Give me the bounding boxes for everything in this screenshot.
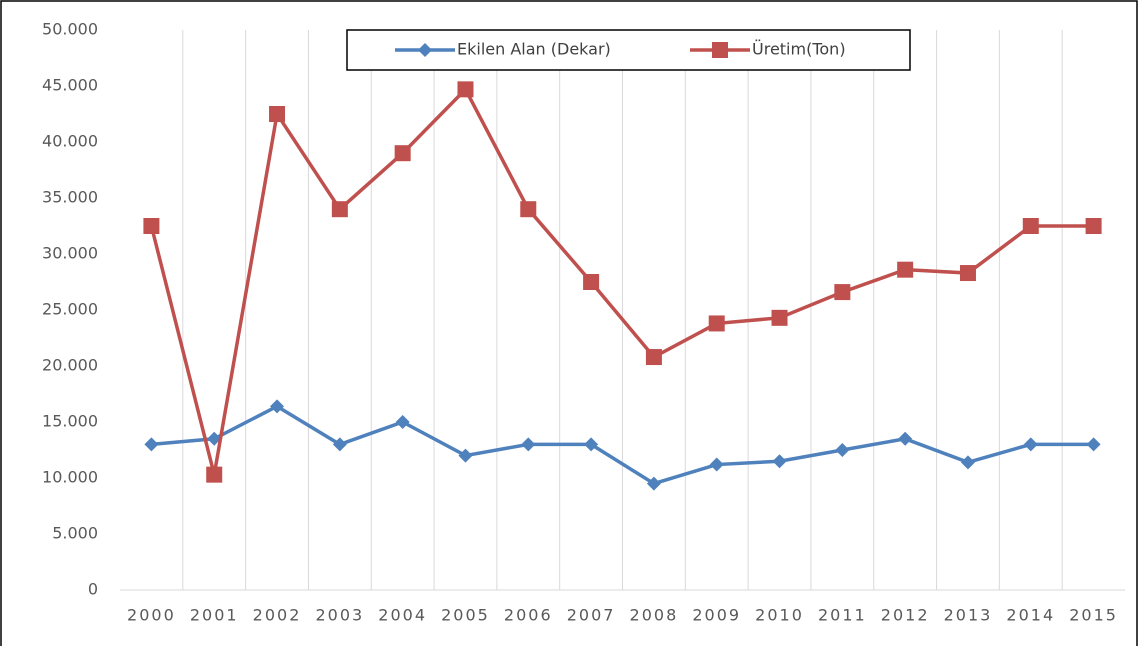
marker — [331, 201, 348, 218]
y-tick-label: 50.000 — [42, 20, 98, 39]
x-tick-label: 2005 — [441, 606, 490, 625]
y-tick-label: 25.000 — [42, 300, 98, 319]
x-tick-label: 2009 — [692, 606, 741, 625]
marker — [207, 431, 222, 446]
marker — [332, 437, 347, 452]
y-tick-label: 30.000 — [42, 244, 98, 263]
x-tick-label: 2013 — [944, 606, 993, 625]
marker — [898, 431, 913, 446]
y-tick-label: 5.000 — [52, 524, 98, 543]
y-tick-label: 10.000 — [42, 468, 98, 487]
series-line — [151, 404, 1094, 486]
x-tick-label: 2014 — [1006, 606, 1055, 625]
marker — [521, 437, 536, 452]
marker — [772, 454, 787, 469]
x-tick-label: 2012 — [881, 606, 930, 625]
marker — [1086, 437, 1101, 452]
marker — [1022, 218, 1039, 234]
y-tick-label: 15.000 — [42, 412, 98, 431]
marker — [269, 106, 286, 122]
legend-marker — [418, 43, 432, 57]
y-tick-label: 35.000 — [42, 188, 98, 207]
marker — [144, 437, 159, 452]
marker — [270, 399, 285, 414]
y-tick-label: 40.000 — [42, 132, 98, 151]
y-tick-label: 20.000 — [42, 356, 98, 375]
marker — [645, 349, 662, 366]
legend-label: Ekilen Alan (Dekar) — [457, 40, 611, 59]
y-tick-label: 45.000 — [42, 76, 98, 95]
x-tick-label: 2015 — [1069, 606, 1118, 625]
marker — [520, 201, 537, 218]
marker — [143, 218, 160, 234]
marker — [584, 437, 599, 452]
x-tick-label: 2000 — [127, 606, 176, 625]
series-line — [149, 86, 1094, 476]
x-tick-label: 2004 — [378, 606, 427, 625]
legend-item: Üretim(Ton) — [690, 40, 846, 59]
legend-item: Ekilen Alan (Dekar) — [395, 40, 611, 59]
marker — [960, 455, 975, 470]
marker — [834, 284, 851, 301]
marker — [959, 265, 976, 282]
marker — [646, 476, 661, 491]
legend-label: Üretim(Ton) — [752, 40, 846, 59]
x-tick-label: 2008 — [630, 606, 679, 625]
marker — [708, 315, 725, 332]
marker — [1085, 218, 1102, 234]
marker — [835, 443, 850, 457]
marker — [897, 261, 914, 278]
x-tick-label: 2007 — [567, 606, 616, 625]
marker — [206, 466, 223, 483]
marker — [583, 274, 600, 290]
marker — [709, 457, 724, 472]
x-tick-label: 2002 — [253, 606, 302, 625]
marker — [457, 81, 474, 98]
x-tick-label: 2003 — [315, 606, 364, 625]
marker — [394, 145, 411, 162]
x-tick-label: 2010 — [755, 606, 804, 625]
marker — [771, 309, 788, 326]
marker — [395, 415, 410, 429]
marker — [458, 448, 473, 463]
x-tick-label: 2001 — [190, 606, 239, 625]
y-tick-label: 0 — [88, 580, 98, 599]
x-tick-label: 2006 — [504, 606, 553, 625]
legend-marker — [712, 42, 728, 58]
marker — [1023, 437, 1038, 452]
x-tick-label: 2011 — [818, 606, 867, 625]
